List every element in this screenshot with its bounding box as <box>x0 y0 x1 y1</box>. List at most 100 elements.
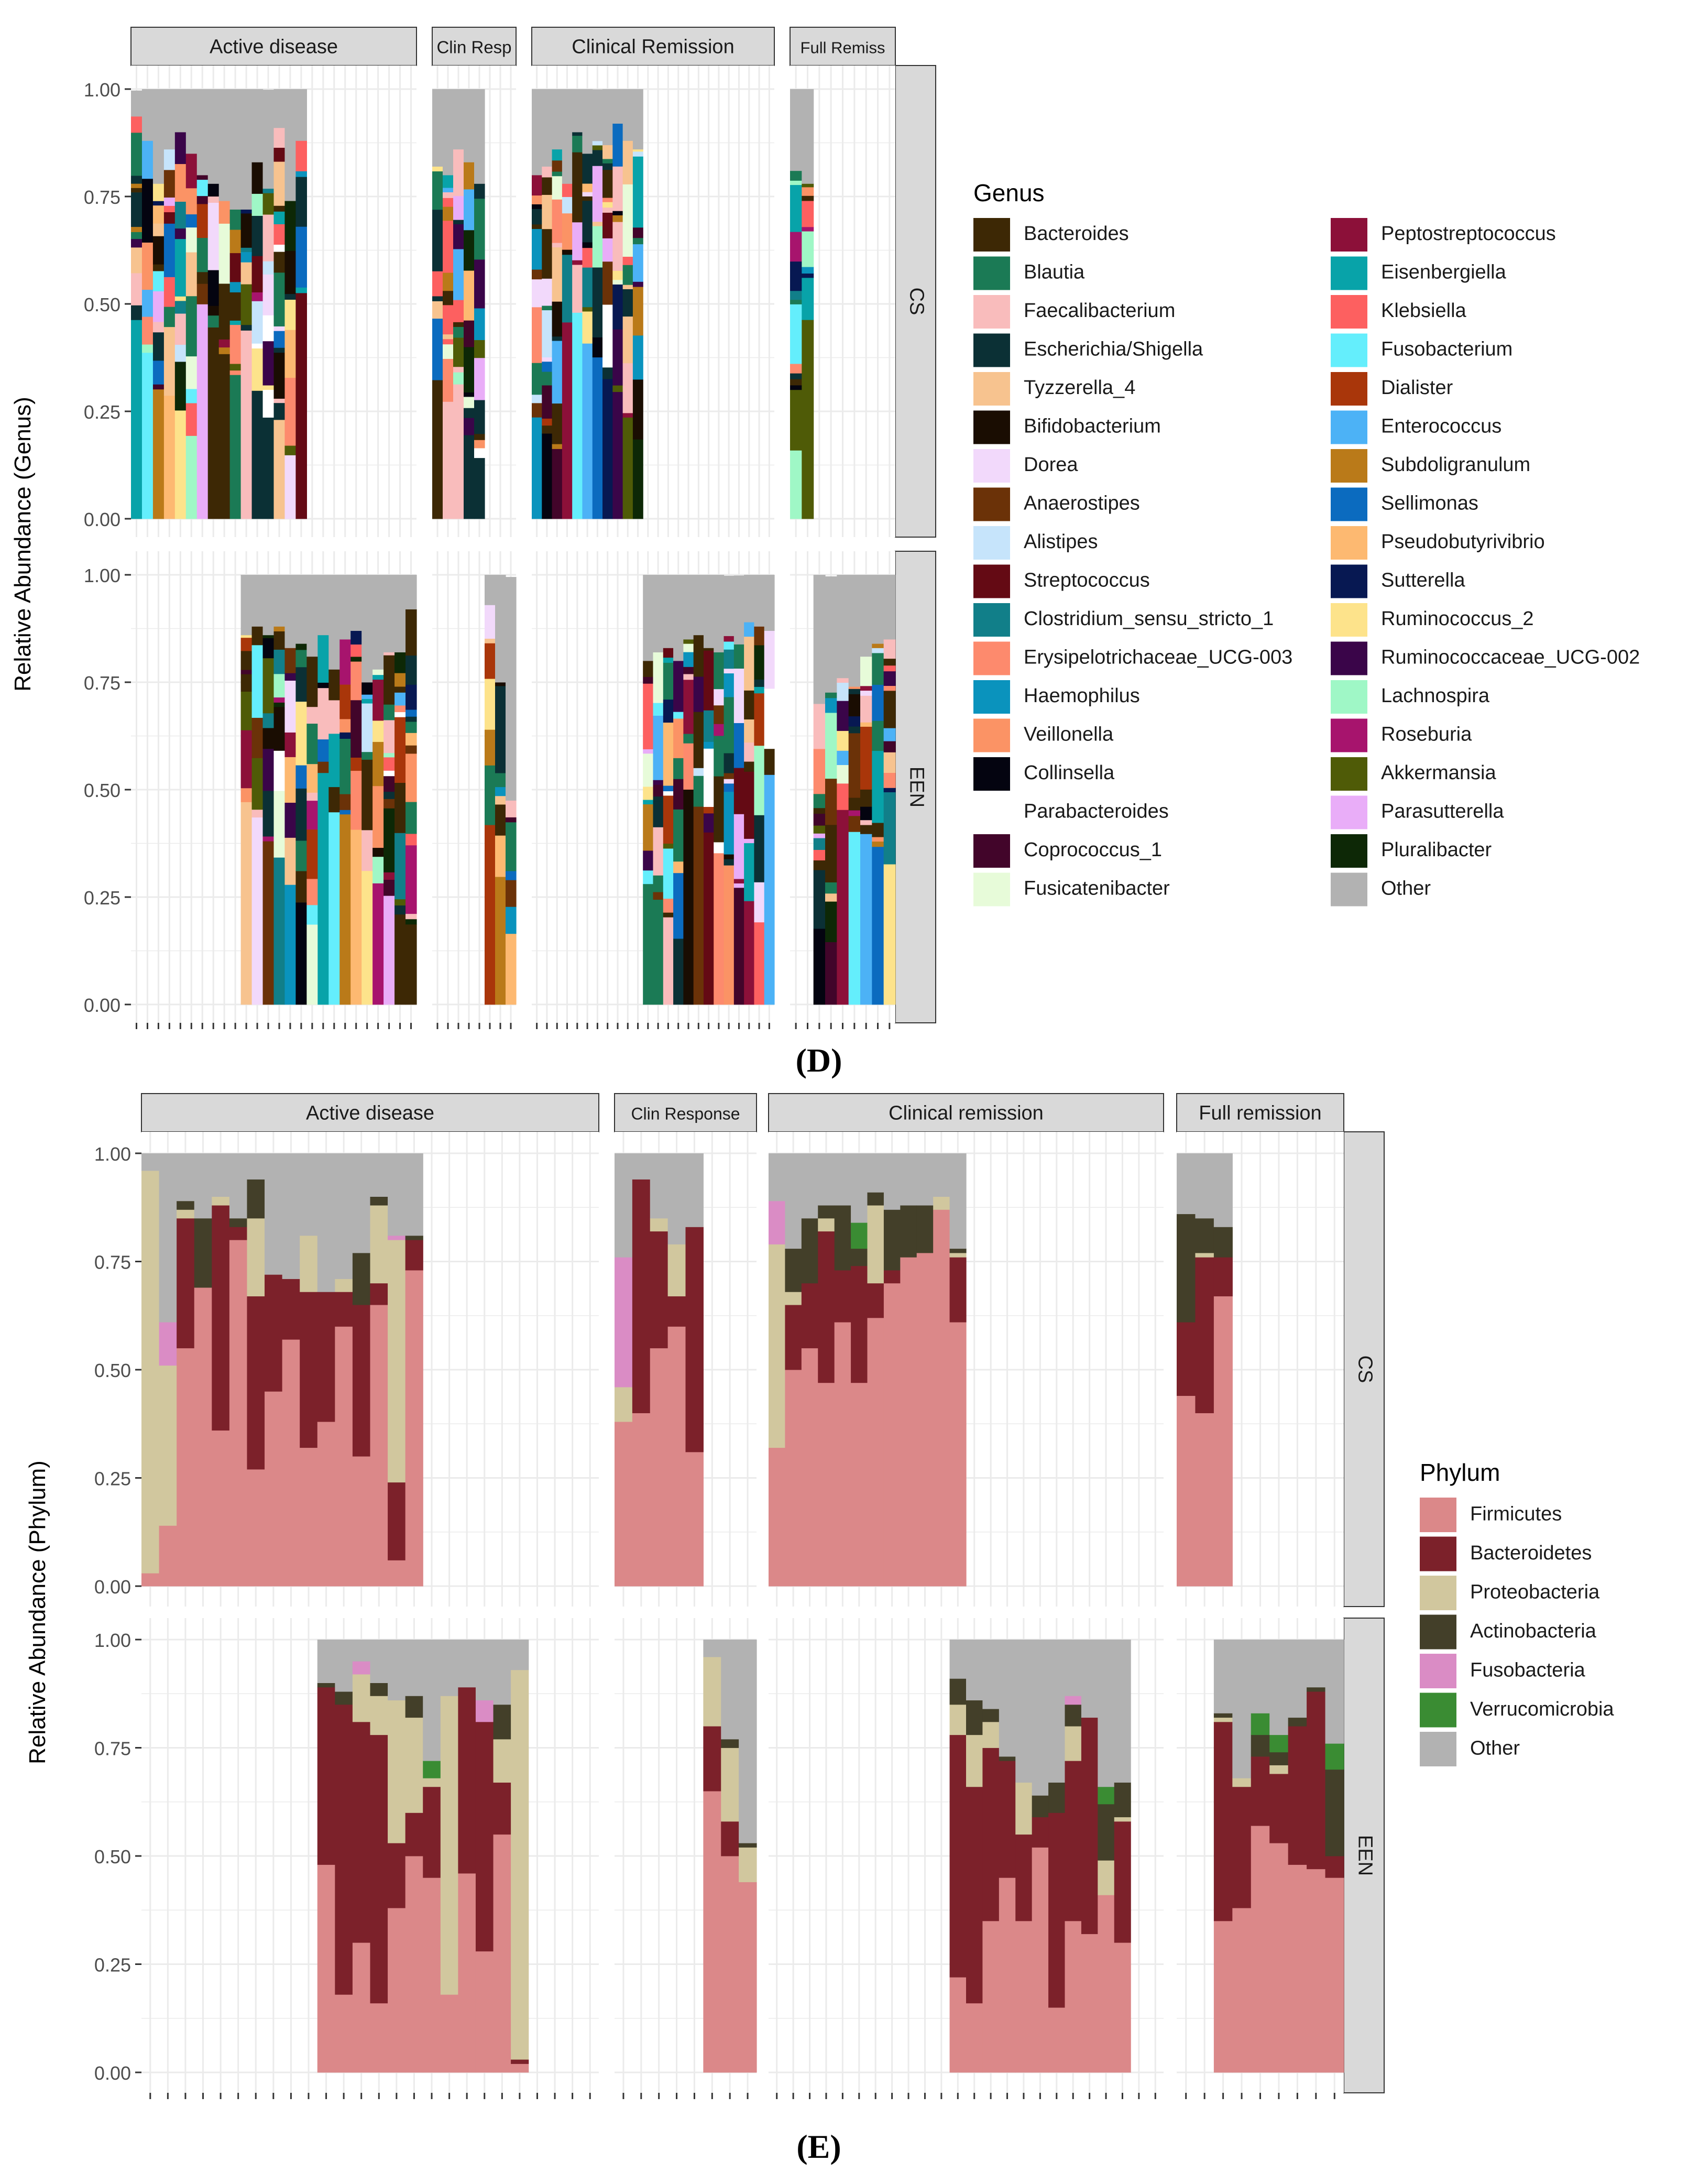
legend-label-anaerostipes: Anaerostipes <box>1024 493 1140 515</box>
bar-segment-erysipelotrichaceae-ucg-003 <box>443 358 454 402</box>
bar-segment-erysipelotrichaceae-ucg-003 <box>350 661 362 701</box>
bar-segment-tyzzerella-4 <box>592 221 603 226</box>
bar-segment-bacteroidetes <box>834 1270 851 1323</box>
bar-segment-other <box>982 1640 1000 1709</box>
bar-segment-eisenbergiella <box>131 320 143 519</box>
bar-segment-bacteroidetes <box>1048 1812 1066 2008</box>
bar-segment-bacteroidetes <box>801 1283 818 1349</box>
bar-segment-subdoligranulum <box>394 673 406 687</box>
bar-segment-other <box>802 89 814 184</box>
bars-een-full-remission <box>1213 1640 1344 2073</box>
bar-segment-klebsiella <box>582 247 593 268</box>
bar-segment-firmicutes <box>615 1422 633 1587</box>
bar <box>602 89 613 519</box>
y-tick-label: 0.75 <box>94 1252 131 1273</box>
y-tick-label: 0.50 <box>84 780 120 801</box>
bar <box>622 89 633 519</box>
bar-segment-other <box>495 575 506 683</box>
bar-segment-bacteroidetes <box>1251 1756 1270 1826</box>
bar-segment-escherichia-shigella <box>754 679 765 687</box>
bar-segment-haemophilus <box>229 281 242 292</box>
bar-segment-firmicutes <box>440 1994 458 2073</box>
bar <box>218 89 231 519</box>
bar-segment-other <box>432 89 443 167</box>
bar-segment-other <box>693 575 704 636</box>
bar-segment-lachnospira <box>372 856 384 883</box>
bar-segment-other <box>1213 1153 1233 1227</box>
bar-segment-firmicutes <box>352 1456 371 1587</box>
bar-segment-subdoligranulum <box>229 230 242 254</box>
bar-segment-actinobacteria <box>194 1218 212 1288</box>
legend-key-sutterella <box>1331 564 1367 598</box>
bar-segment-bacteroidetes <box>247 1296 265 1470</box>
bar-segment-pluralibacter <box>405 919 417 925</box>
bar-segment-firmicutes <box>933 1209 950 1587</box>
bar-segment-escherichia-shigella <box>295 793 307 841</box>
bar <box>464 89 475 519</box>
bar-segment-ruminococcaceae-ucg-002 <box>131 238 143 248</box>
bar-segment-faecalibacterium <box>306 706 318 724</box>
bar-segment-escherichia-shigella <box>383 791 395 799</box>
bar <box>493 1640 511 2073</box>
bar-segment-other <box>262 90 275 189</box>
bar-segment-pluralibacter <box>464 347 475 393</box>
legend-label-collinsella: Collinsella <box>1024 762 1115 784</box>
bar-segment-bacteroidetes <box>1325 1856 1344 1878</box>
legend-key-other <box>1331 872 1367 907</box>
bar-segment-roseburia <box>802 226 814 232</box>
bar-segment-firmicutes <box>667 1326 686 1587</box>
bar-segment-bifidobacterium <box>273 706 286 751</box>
bar-segment-peptostreptococcus <box>744 901 755 1005</box>
bar-segment-parabacteroides <box>764 689 775 749</box>
bar-segment-akkermansia <box>453 337 464 367</box>
legend-key-ruminococcaceae-ucg-002 <box>1331 641 1367 675</box>
bar-segment-coprococcus-1 <box>464 320 475 347</box>
bar <box>744 575 755 1005</box>
bar-segment-faecalibacterium <box>683 674 694 680</box>
bar-segment-eisenbergiella <box>317 635 329 683</box>
bar-segment-actinobacteria <box>1325 1769 1344 1857</box>
bar-segment-bacteroidetes <box>883 1270 901 1284</box>
bar-segment-firmicutes <box>177 1348 195 1587</box>
bar-segment-actinobacteria <box>247 1179 265 1219</box>
bar-segment-proteobacteria <box>1269 1765 1289 1774</box>
legend-key-clostridium-sensu-stricto-1 <box>973 603 1010 637</box>
bar-segment-faecalibacterium <box>443 401 454 519</box>
bar-segment-bacteroidetes <box>1081 1717 1098 1935</box>
bar-segment-anaerostipes <box>163 170 176 198</box>
chart-phylum-E: Active disease Clin Response Clinical remi… <box>25 1093 1614 2165</box>
bar-segment-other <box>739 1640 757 1843</box>
bar <box>653 575 664 1005</box>
bar-segment-bacteroidetes <box>423 1786 441 1878</box>
bar-segment-veillonella <box>673 718 684 758</box>
legend-key-veillonella <box>973 718 1010 752</box>
bar-segment-bifidobacterium <box>562 249 573 255</box>
bar-segment-bacteroides <box>602 169 613 198</box>
bar <box>328 575 340 1005</box>
bar <box>650 1153 668 1587</box>
bar-segment-actinobacteria <box>493 1704 511 1740</box>
bar-segment-enterococcus <box>582 343 593 519</box>
bar-segment-firmicutes <box>785 1370 802 1587</box>
bar-segment-coprococcus-1 <box>383 879 395 896</box>
bar-segment-bacteroidetes <box>1232 1786 1252 1908</box>
bar-segment-bacteroides <box>273 205 286 212</box>
bar-segment-anaerostipes <box>339 794 351 810</box>
bar-segment-blautia <box>673 758 684 779</box>
bar-segment-faecalibacterium <box>542 166 553 178</box>
bar <box>141 1153 160 1587</box>
bar <box>251 575 264 1005</box>
y-tick-label: 1.00 <box>94 1630 131 1651</box>
bar-segment-bacteroides <box>432 380 443 519</box>
bar-segment-other <box>532 89 542 176</box>
bar-segment-fusicatenibacter <box>643 753 654 787</box>
bar-segment-sutterella <box>802 273 814 278</box>
bar <box>872 575 884 1005</box>
bar-segment-faecalibacterium <box>453 384 464 413</box>
bar-segment-faecalibacterium <box>622 363 633 413</box>
bar-segment-faecalibacterium <box>572 265 583 313</box>
bar-segment-erysipelotrichaceae-ucg-003 <box>883 685 896 691</box>
bar-segment-clostridium-sensu-stricto-1 <box>262 188 275 193</box>
bar-segment-other <box>273 575 286 627</box>
strip-label-active-disease: Active disease <box>306 1102 434 1124</box>
